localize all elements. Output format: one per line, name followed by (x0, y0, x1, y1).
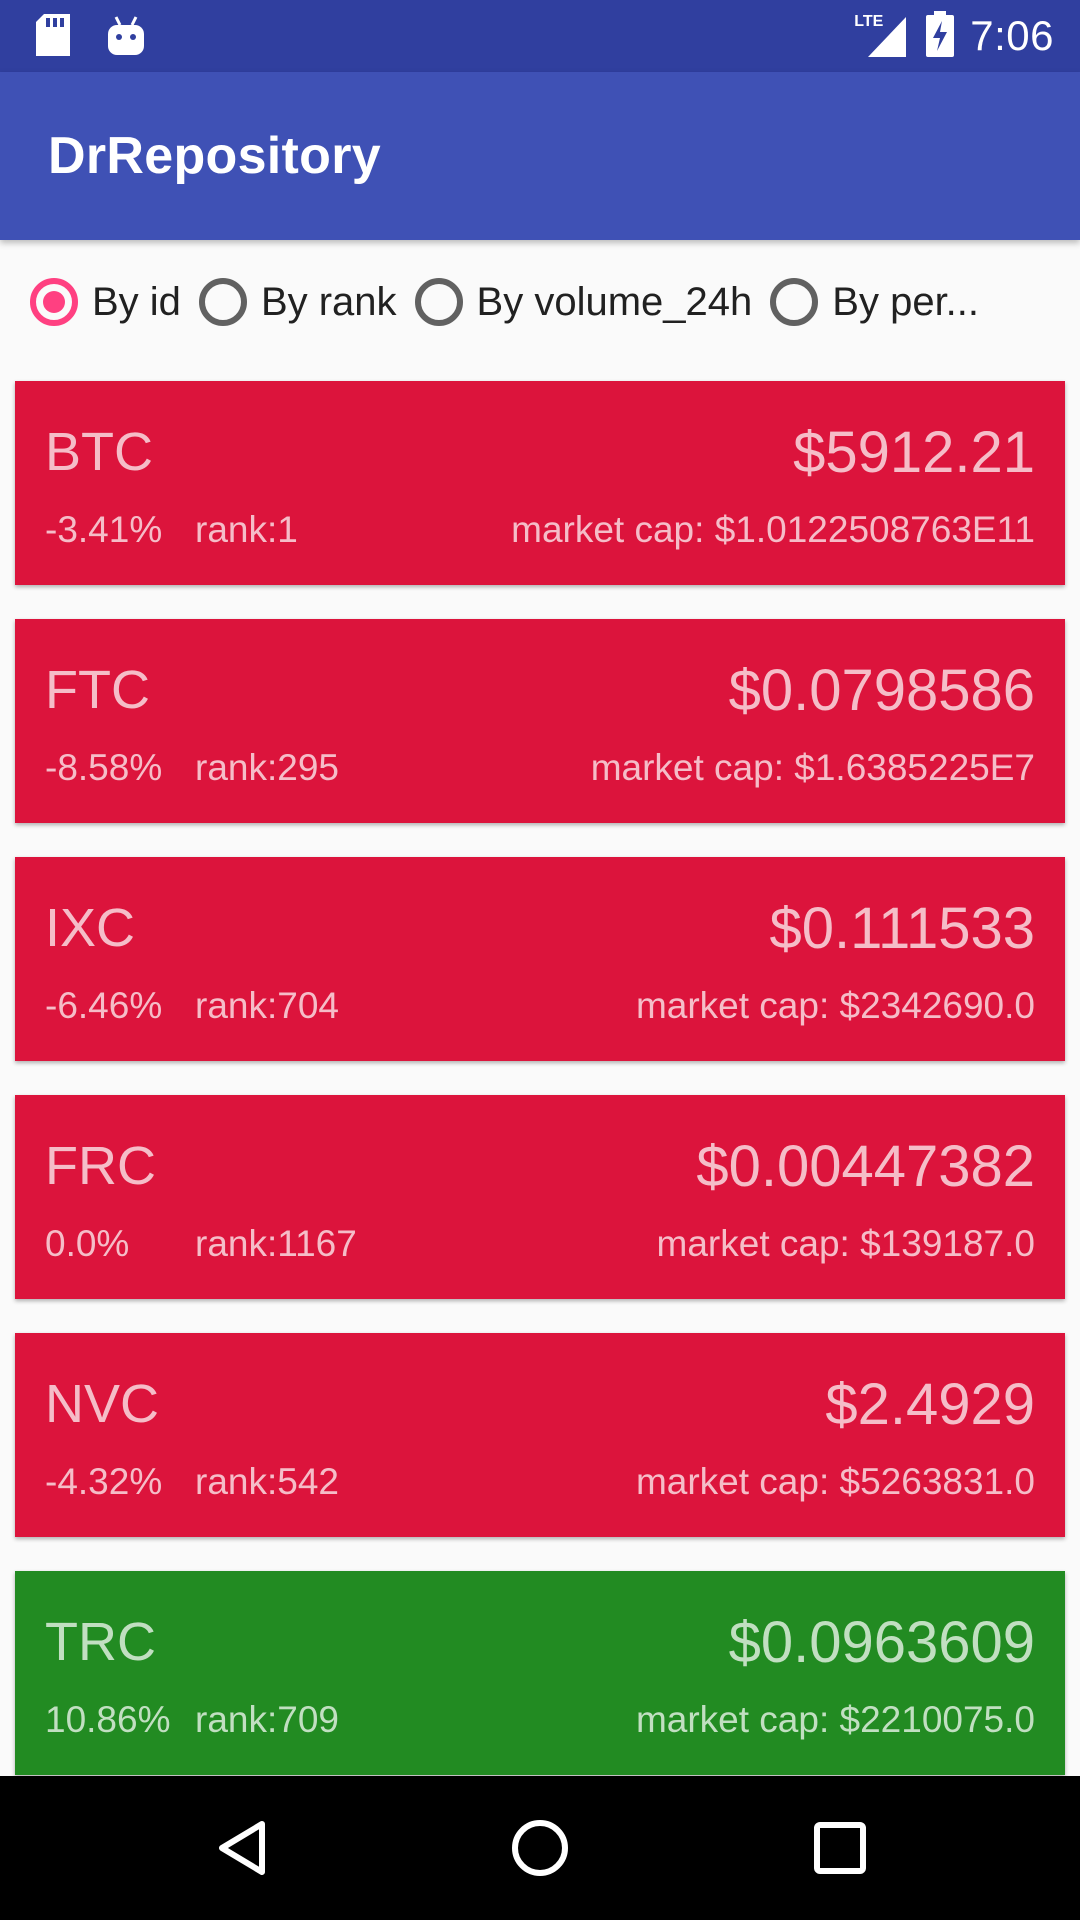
network-label: LTE (854, 13, 884, 30)
coin-card[interactable]: IXC $0.111533 -6.46% rank:704 market cap… (15, 857, 1065, 1061)
coin-symbol: IXC (45, 898, 136, 958)
coin-card[interactable]: BTC $5912.21 -3.41% rank:1 market cap: $… (15, 381, 1065, 585)
clock: 7:06 (970, 12, 1054, 59)
radio-unchecked-icon (770, 278, 819, 326)
coin-symbol: TRC (45, 1612, 156, 1672)
radio-unchecked-icon (414, 278, 463, 326)
coin-market-cap: market cap: $5263831.0 (635, 1461, 1035, 1502)
coin-change: 0.0% (45, 1223, 130, 1264)
coin-symbol: NVC (45, 1374, 160, 1434)
status-bar: LTE 7:06 (0, 0, 1080, 72)
coin-market-cap: market cap: $2342690.0 (635, 985, 1035, 1026)
coin-price: $0.0963609 (728, 1610, 1035, 1675)
sort-radio-group: By id By rank By volume_24h By per... (0, 240, 1080, 364)
coin-rank: rank:1 (195, 509, 298, 550)
radio-unchecked-icon (198, 278, 247, 326)
coin-market-cap: market cap: $2210075.0 (635, 1699, 1035, 1740)
app-title: DrRepository (48, 127, 381, 185)
radio-label: By id (92, 279, 181, 324)
radio-label: By per... (832, 279, 980, 324)
coin-rank: rank:704 (195, 985, 339, 1026)
coin-market-cap: market cap: $139187.0 (656, 1223, 1035, 1264)
coin-card[interactable]: FTC $0.0798586 -8.58% rank:295 market ca… (15, 619, 1065, 823)
sort-by-percent-radio[interactable]: By per... (770, 278, 979, 326)
coin-rank: rank:542 (195, 1461, 339, 1502)
sd-card-icon (36, 14, 70, 61)
coin-card[interactable]: FRC $0.00447382 0.0% rank:1167 market ca… (15, 1095, 1065, 1299)
system-status: LTE 7:06 (854, 8, 1054, 64)
coin-price: $2.4929 (825, 1372, 1035, 1437)
coin-price: $0.0798586 (728, 658, 1035, 723)
coin-change: -3.41% (45, 509, 163, 550)
sort-by-volume-radio[interactable]: By volume_24h (414, 278, 753, 326)
coin-change: 10.86% (45, 1699, 171, 1740)
android-icon (108, 15, 144, 60)
radio-checked-icon (30, 278, 78, 326)
coin-symbol: FRC (45, 1136, 156, 1196)
coin-card[interactable]: TRC $0.0963609 10.86% rank:709 market ca… (15, 1571, 1065, 1775)
coin-symbol: FTC (45, 660, 150, 720)
back-icon[interactable] (212, 1818, 272, 1878)
coin-price: $0.00447382 (696, 1134, 1035, 1199)
coin-market-cap: market cap: $1.6385225E7 (590, 747, 1035, 788)
coin-change: -6.46% (45, 985, 163, 1026)
coin-price: $5912.21 (793, 420, 1035, 485)
coin-change: -4.32% (45, 1461, 163, 1502)
sort-by-id-radio[interactable]: By id (30, 278, 181, 326)
coin-rank: rank:1167 (195, 1223, 357, 1264)
coin-symbol: BTC (45, 422, 153, 482)
lte-signal-icon: LTE (854, 13, 910, 59)
navigation-bar (0, 1776, 1080, 1920)
coin-rank: rank:709 (195, 1699, 339, 1740)
radio-label: By volume_24h (476, 279, 753, 324)
coin-price: $0.111533 (769, 896, 1035, 961)
coin-rank: rank:295 (195, 747, 339, 788)
coin-change: -8.58% (45, 747, 163, 788)
sort-by-rank-radio[interactable]: By rank (198, 278, 397, 326)
coin-card[interactable]: NVC $2.4929 -4.32% rank:542 market cap: … (15, 1333, 1065, 1537)
notification-icons (36, 14, 144, 61)
battery-charging-icon (926, 10, 955, 62)
app-bar: DrRepository (0, 72, 1080, 240)
home-icon[interactable] (510, 1818, 570, 1878)
coin-list[interactable]: BTC $5912.21 -3.41% rank:1 market cap: $… (15, 381, 1065, 1809)
radio-label: By rank (260, 279, 397, 324)
coin-market-cap: market cap: $1.0122508763E11 (511, 509, 1035, 550)
recents-icon[interactable] (810, 1818, 870, 1878)
